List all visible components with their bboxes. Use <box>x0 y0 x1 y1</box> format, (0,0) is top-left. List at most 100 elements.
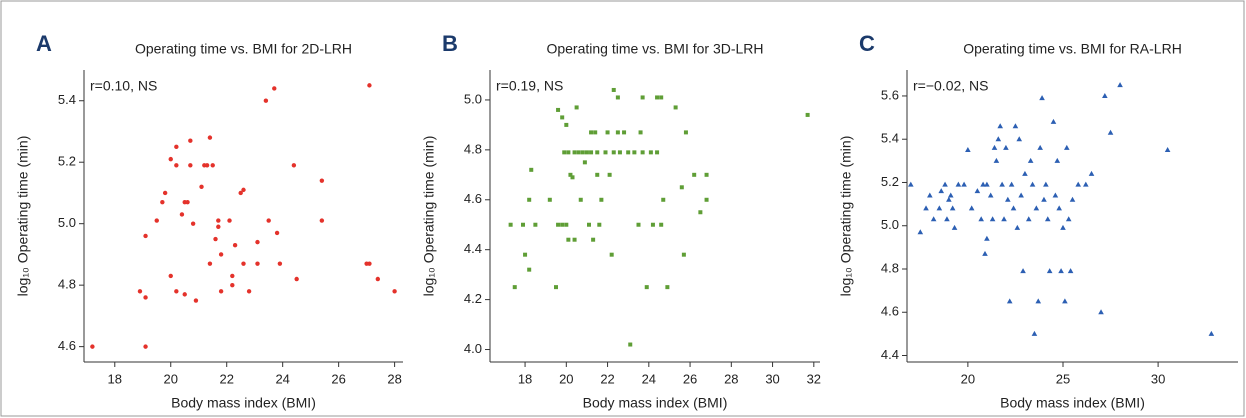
point <box>605 130 610 135</box>
point <box>246 289 252 294</box>
point <box>199 184 204 189</box>
point <box>1050 118 1057 124</box>
point <box>1052 192 1059 198</box>
point <box>143 344 148 349</box>
point <box>640 150 645 155</box>
point <box>556 222 561 227</box>
point <box>587 222 591 227</box>
point <box>512 285 517 290</box>
chart-title: Operating time vs. BMI for 2D-LRH <box>135 41 352 57</box>
point <box>576 150 581 155</box>
point <box>193 298 199 303</box>
point <box>632 150 637 155</box>
point <box>597 222 602 227</box>
panel-letter: A <box>36 31 52 56</box>
point <box>615 95 620 100</box>
point <box>190 221 196 226</box>
point <box>1058 268 1064 274</box>
point <box>908 181 914 187</box>
point <box>241 261 246 266</box>
point <box>274 230 280 236</box>
point <box>319 178 325 183</box>
y-tick-label: 4.4 <box>881 347 899 362</box>
x-axis-label: Body mass index (BMI) <box>1000 395 1145 411</box>
point <box>982 250 988 256</box>
point <box>704 172 709 177</box>
point <box>263 98 269 103</box>
point <box>1005 196 1011 202</box>
y-tick-label: 5.0 <box>58 215 76 230</box>
point <box>805 112 810 117</box>
point <box>556 107 561 112</box>
y-axis-label: log₁₀ Operating time (min) <box>838 136 854 297</box>
point <box>1035 298 1042 304</box>
point <box>923 205 929 211</box>
point <box>1060 224 1066 230</box>
point <box>367 261 372 266</box>
x-tick-label: 26 <box>331 371 345 386</box>
point <box>1006 298 1013 304</box>
point <box>1031 330 1038 336</box>
point <box>611 87 616 92</box>
x-tick-label: 20 <box>164 371 178 386</box>
point <box>572 237 577 242</box>
point <box>650 222 655 227</box>
y-tick-label: 4.4 <box>464 241 482 256</box>
point <box>955 181 962 187</box>
point <box>1020 268 1026 274</box>
y-tick-label: 4.8 <box>881 260 899 275</box>
point <box>978 216 984 222</box>
point <box>554 285 558 290</box>
point <box>1012 123 1019 129</box>
point <box>188 163 193 168</box>
point <box>984 181 990 187</box>
point <box>591 237 596 242</box>
point <box>1016 136 1023 142</box>
point <box>1027 157 1034 163</box>
point <box>218 289 224 294</box>
point <box>570 175 575 180</box>
point <box>965 147 971 153</box>
point <box>698 210 703 215</box>
x-tick-label: 25 <box>1056 371 1070 386</box>
point <box>659 222 664 227</box>
point <box>216 218 221 223</box>
point <box>210 163 215 168</box>
point <box>997 123 1004 129</box>
point <box>162 190 168 196</box>
point <box>622 130 627 135</box>
point <box>683 130 688 135</box>
point <box>949 205 956 211</box>
point <box>272 86 277 91</box>
y-axis-label: log₁₀ Operating time (min) <box>421 136 437 297</box>
point <box>628 342 633 347</box>
point <box>143 233 148 239</box>
point <box>644 285 649 290</box>
point <box>1008 181 1015 187</box>
point <box>607 172 612 177</box>
y-tick-label: 5.6 <box>881 87 899 102</box>
point <box>961 181 967 187</box>
point <box>1003 144 1009 150</box>
point <box>527 267 532 272</box>
point <box>974 188 981 194</box>
point <box>560 115 565 120</box>
y-tick-label: 5.2 <box>58 154 76 169</box>
point <box>1063 144 1070 150</box>
point <box>589 150 594 155</box>
panel: B Operating time vs. BMI for 3D-LRH r=0.19… <box>421 31 821 411</box>
point <box>947 192 954 198</box>
point <box>615 130 620 135</box>
point <box>589 130 594 135</box>
point <box>1054 157 1061 163</box>
point <box>1029 181 1036 187</box>
point <box>991 144 998 150</box>
y-tick-label: 4.2 <box>464 291 482 306</box>
point <box>704 197 709 202</box>
point <box>367 83 372 88</box>
point <box>936 205 943 211</box>
point <box>593 130 598 135</box>
x-tick-label: 24 <box>642 371 656 386</box>
point <box>580 150 585 155</box>
point <box>636 222 641 227</box>
